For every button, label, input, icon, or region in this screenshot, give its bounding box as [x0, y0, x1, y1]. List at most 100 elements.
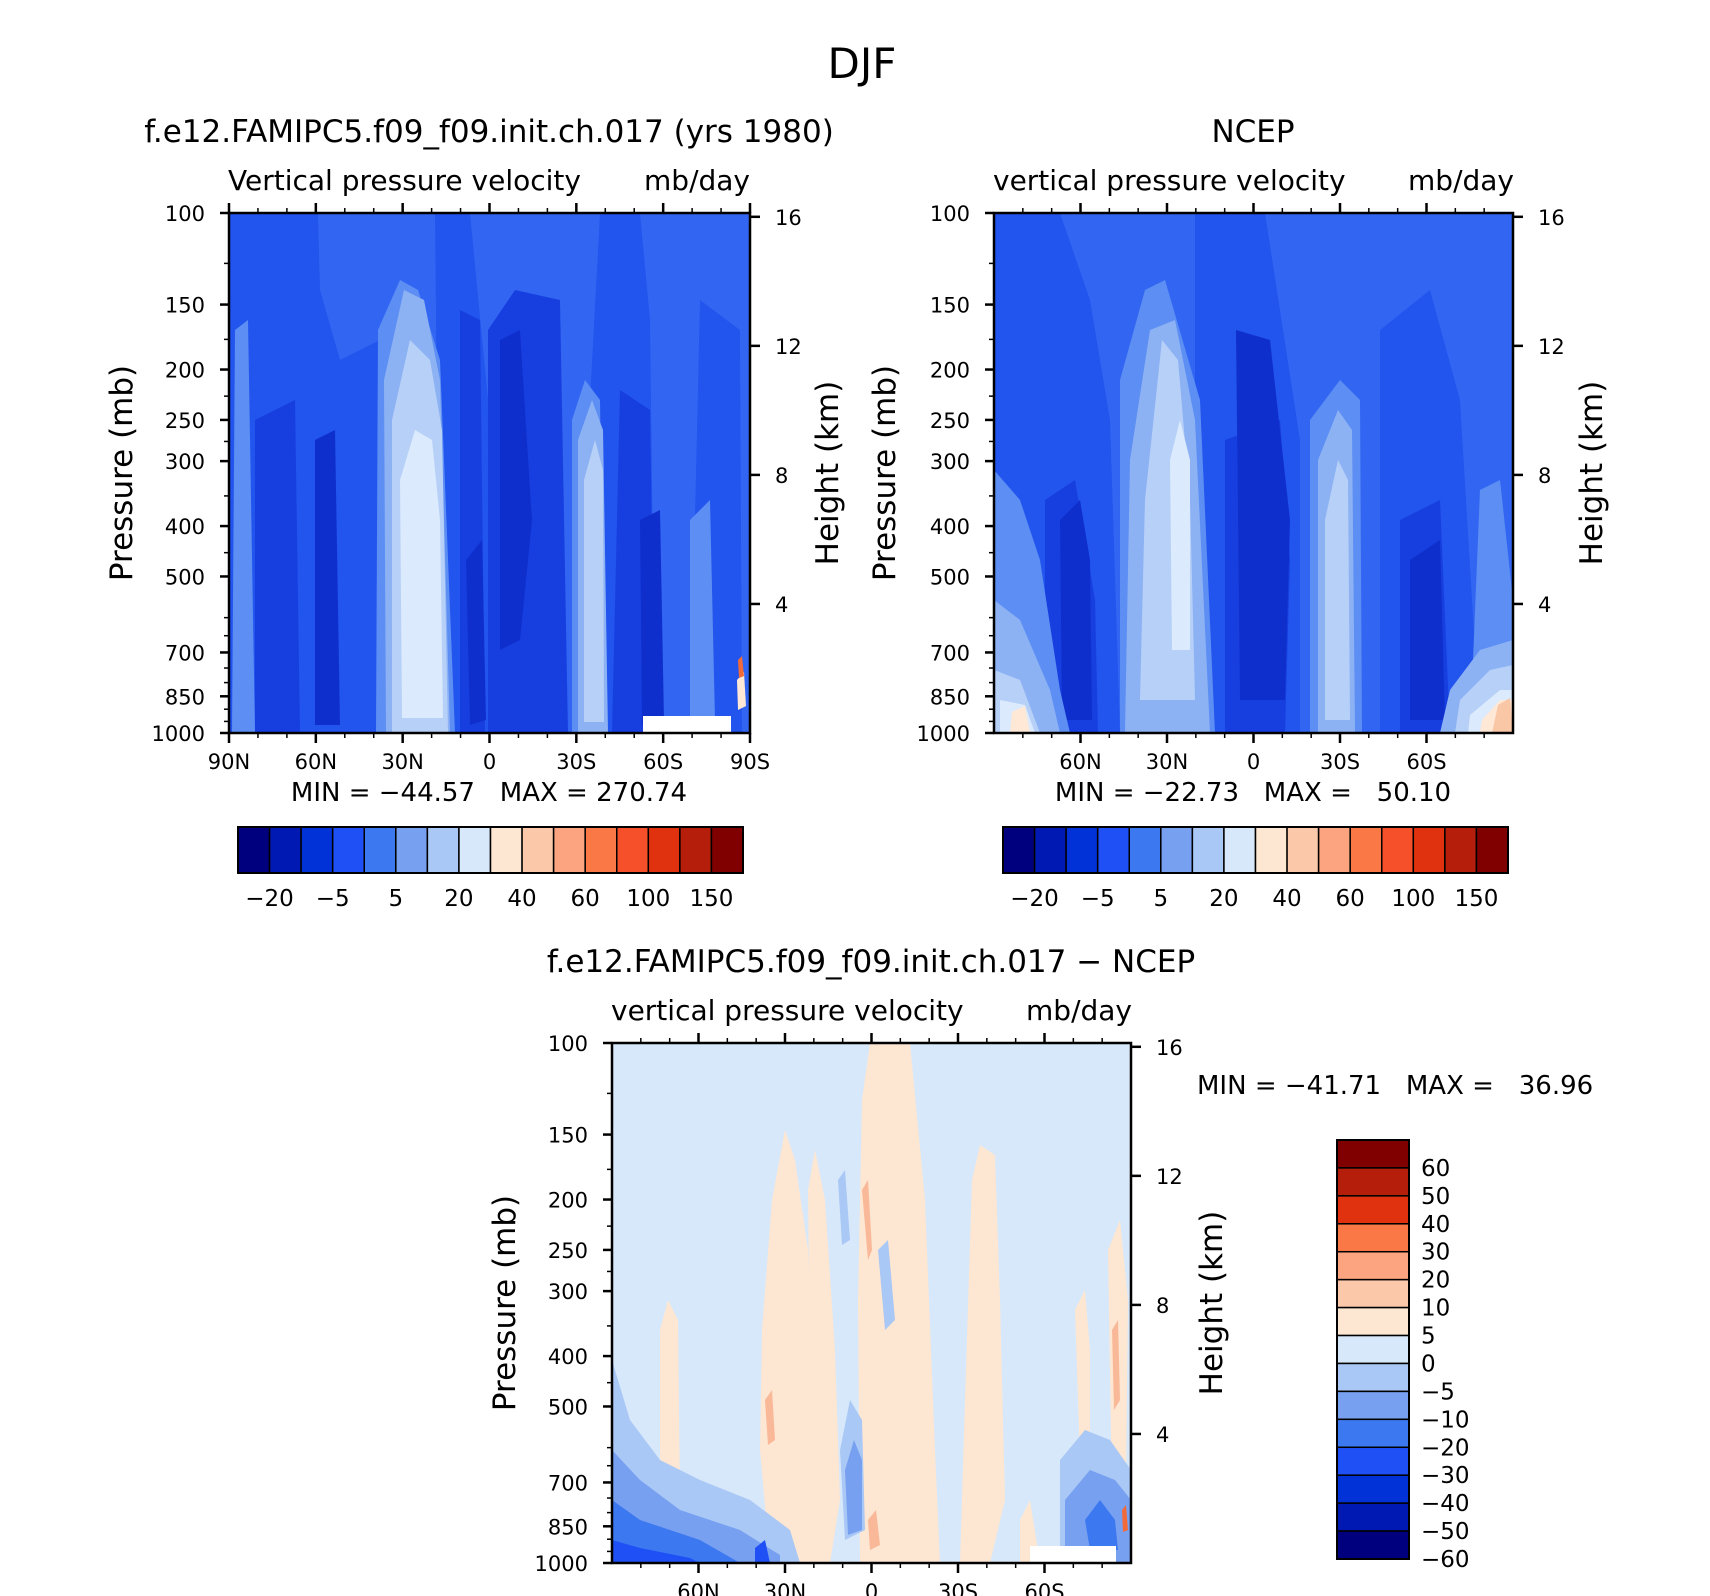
colorbar-swatch — [521, 826, 555, 874]
y-tick-label: 100 — [165, 202, 205, 226]
colorbar-swatch — [647, 826, 681, 874]
colorbar-swatch — [1065, 826, 1099, 874]
y-tick-label: 850 — [548, 1515, 588, 1539]
colorbar-label: 30 — [1421, 1240, 1450, 1266]
colorbar-swatch — [1336, 1167, 1410, 1197]
y-tick-label: 1000 — [152, 722, 205, 746]
panel-subtitle-right: mb/day — [644, 164, 750, 197]
x-tick-label: 60S — [643, 750, 683, 774]
colorbar-swatch — [1349, 826, 1383, 874]
x-tick-label: 0 — [865, 1580, 878, 1596]
panel-title: f.e12.FAMIPC5.f09_f09.init.ch.017 (yrs 1… — [144, 114, 834, 150]
contour-band — [1122, 1505, 1128, 1532]
figure-title: DJF — [828, 39, 897, 88]
panel-difference: f.e12.FAMIPC5.f09_f09.init.ch.017 − NCEP… — [487, 944, 1593, 1596]
colorbar-swatch — [1286, 826, 1320, 874]
panel-subtitle-left: vertical pressure velocity — [611, 994, 964, 1027]
colorbar-swatch — [331, 826, 365, 874]
y-tick-label: 200 — [548, 1189, 588, 1213]
y-axis-label: Pressure (mb) — [104, 365, 140, 581]
height-tick-label: 12 — [775, 335, 802, 359]
colorbar-label: 40 — [507, 886, 536, 912]
y-axis-label-right: Height (km) — [1574, 381, 1610, 566]
colorbar-label: −5 — [1081, 886, 1115, 912]
x-tick-label: 90N — [208, 750, 250, 774]
colorbar-swatch — [1336, 1390, 1410, 1421]
height-tick-label: 16 — [775, 206, 802, 230]
height-tick-label: 8 — [1538, 464, 1551, 488]
colorbar-swatch — [616, 826, 650, 874]
colorbar-label: −60 — [1421, 1547, 1470, 1573]
colorbar-label: 10 — [1421, 1296, 1450, 1322]
colorbar-swatch — [1336, 1139, 1410, 1169]
contour-band — [960, 1145, 1005, 1563]
colorbar: −20 −5 5 20 40 60 100 150 — [237, 826, 744, 912]
colorbar-label: 150 — [1454, 886, 1498, 912]
contour-band — [584, 440, 604, 722]
axes: 100 150 200 250 300 400 500 700 850 1000 16 12 8 4 60N… — [917, 202, 1565, 774]
contour-band — [868, 1510, 880, 1550]
y-tick-label: 150 — [930, 294, 970, 318]
panel-subtitle-right: mb/day — [1026, 994, 1132, 1027]
y-tick-label: 250 — [548, 1239, 588, 1263]
axes: 100 150 200 250 300 400 500 700 850 1000 16 12 8 4 90N… — [152, 202, 802, 774]
y-tick-label: 300 — [548, 1280, 588, 1304]
contour-band — [690, 500, 715, 725]
colorbar-swatch — [1317, 826, 1351, 874]
contour-band — [1060, 500, 1092, 720]
colorbar-swatch — [1381, 826, 1415, 874]
contour-band — [612, 1540, 700, 1563]
colorbar-label: −20 — [245, 886, 294, 912]
y-axis-label-right: Height (km) — [1194, 1211, 1230, 1396]
x-tick-label: 60N — [295, 750, 337, 774]
contour-band — [1325, 460, 1350, 720]
x-tick-label: 30S — [556, 750, 596, 774]
colorbar-swatch — [1033, 826, 1067, 874]
y-tick-label: 850 — [165, 685, 205, 709]
colorbar-swatch — [1336, 1223, 1410, 1253]
x-tick-label: 30S — [938, 1580, 978, 1596]
y-tick-label: 200 — [930, 359, 970, 383]
colorbar-label: −5 — [1421, 1379, 1455, 1405]
colorbar-swatch — [710, 826, 744, 874]
x-tick-label: 0 — [1247, 750, 1260, 774]
colorbar-label: −20 — [1010, 886, 1059, 912]
contour-band — [1112, 1320, 1120, 1410]
missing-data-patch — [643, 716, 731, 733]
colorbar-label: 20 — [1209, 886, 1238, 912]
contour-field — [994, 213, 1513, 733]
stats-label: MIN = −44.57 MAX = 270.74 — [291, 778, 687, 808]
x-tick-label: 60N — [1059, 750, 1101, 774]
colorbar-swatch — [363, 826, 397, 874]
colorbar-swatch — [1336, 1446, 1410, 1476]
contour-band — [255, 400, 300, 733]
colorbar-label: 100 — [1391, 886, 1435, 912]
colorbar-swatch — [1336, 1334, 1410, 1365]
colorbar-swatch — [1475, 826, 1509, 874]
colorbar-label: −50 — [1421, 1519, 1470, 1545]
stats-label: MIN = −22.73 MAX = 50.10 — [1055, 778, 1451, 808]
panel-model: f.e12.FAMIPC5.f09_f09.init.ch.017 (yrs 1… — [104, 114, 846, 912]
colorbar-frame — [1002, 826, 1509, 874]
y-tick-label: 400 — [165, 515, 205, 539]
colorbar-swatch — [1336, 1250, 1410, 1281]
contour-band — [738, 656, 744, 678]
y-tick-label: 500 — [548, 1395, 588, 1419]
contour-band — [500, 330, 532, 650]
colorbar-swatch — [300, 826, 334, 874]
height-tick-label: 4 — [775, 593, 788, 617]
contour-band — [400, 430, 443, 718]
colorbar-label: 20 — [1421, 1268, 1450, 1294]
contour-band — [760, 1130, 820, 1563]
contour-band — [862, 1180, 872, 1260]
colorbar-swatch — [1336, 1195, 1410, 1225]
colorbar-label: 0 — [1421, 1351, 1436, 1377]
colorbar-label: 100 — [626, 886, 670, 912]
colorbar-swatch — [395, 826, 429, 874]
y-tick-label: 500 — [930, 565, 970, 589]
panel-subtitle-left: Vertical pressure velocity — [228, 164, 581, 197]
colorbar: −20 −5 5 20 40 60 100 150 — [1002, 826, 1509, 912]
colorbar-frame — [1336, 1139, 1410, 1560]
contour-band — [845, 1440, 862, 1535]
